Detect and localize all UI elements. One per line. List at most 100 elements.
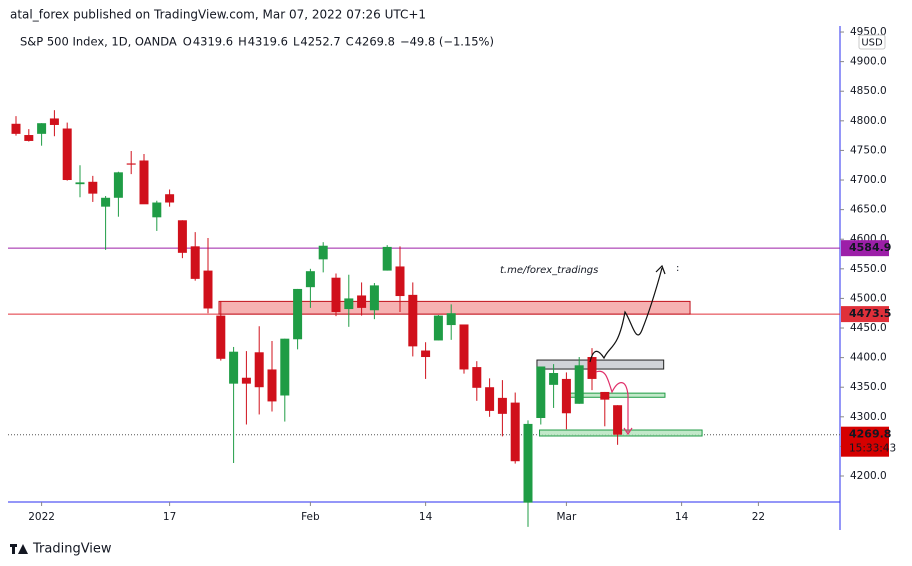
published-line: atal_forex published on TradingView.com,…: [10, 8, 426, 22]
plot: S&P 500 Index, 1D, OANDA O 4319.6 H 4319.6 L 4…: [8, 26, 896, 527]
candle-body: [459, 324, 469, 370]
candle-body: [408, 294, 418, 347]
x-tick-label: 22: [752, 511, 765, 523]
y-tick-label: 4500.0: [850, 292, 887, 304]
candle-body: [229, 351, 239, 384]
candle-body: [369, 285, 379, 311]
countdown: 15:33:43: [849, 443, 896, 455]
x-tick-label: Mar: [556, 511, 576, 523]
candle-body: [536, 366, 546, 418]
ohlc-value: 4269.8: [355, 35, 395, 49]
logo-shape: [10, 544, 17, 547]
annotation: t.me/forex_tradings: [500, 265, 598, 276]
candle-body: [305, 271, 315, 288]
currency: USD: [861, 38, 883, 49]
y-tick-label: 4450.0: [850, 322, 887, 334]
y-tick-label: 4550.0: [850, 263, 887, 275]
price-label: 4584.9: [849, 241, 891, 254]
candle-body: [254, 352, 264, 388]
candle-body: [139, 160, 149, 205]
candle-body: [293, 288, 303, 340]
candle-body: [24, 135, 34, 141]
candle-body: [472, 367, 482, 388]
candle-body: [165, 194, 175, 203]
candle-body: [113, 172, 123, 198]
candle-body: [523, 423, 533, 503]
candle-body: [152, 202, 162, 218]
footer-brand: TradingView: [32, 542, 112, 557]
change: −49.8 (−1.15%): [400, 35, 494, 49]
x-tick-label: 14: [419, 511, 433, 523]
candle-body: [485, 387, 495, 411]
candle-body: [357, 295, 367, 308]
x-tick-label: 17: [163, 511, 176, 523]
candle-body: [331, 277, 341, 313]
ohlc-value: 4252.7: [300, 35, 340, 49]
candle-body: [561, 378, 571, 414]
logo-shape: [18, 544, 28, 554]
candle-body: [190, 246, 200, 279]
y-tick-label: 4700.0: [850, 174, 887, 186]
price-label: 4269.8: [849, 428, 891, 441]
currency-badge: [858, 34, 886, 50]
ohlc-key: L: [293, 35, 300, 49]
y-tick-label: 4850.0: [850, 85, 887, 97]
candle-body: [600, 391, 610, 400]
candle-body: [510, 402, 520, 462]
drawn-path: [595, 370, 629, 432]
ohlc-key: H: [238, 35, 247, 49]
arrow-head: [623, 427, 633, 436]
annotation-dots: :: [676, 263, 679, 274]
y-tick-label: 4650.0: [850, 204, 887, 216]
y-tick-label: 4200.0: [850, 470, 887, 482]
candle-body: [37, 123, 47, 134]
symbol-title: S&P 500 Index, 1D, OANDA: [20, 35, 177, 49]
candle-body: [88, 181, 98, 194]
y-tick-label: 4750.0: [850, 144, 887, 156]
zone: [218, 300, 691, 315]
price-label-box: [841, 240, 889, 257]
candle-body: [382, 246, 392, 271]
candle-body: [126, 163, 136, 165]
candle-body: [11, 123, 21, 134]
y-tick-label: 4400.0: [850, 352, 887, 364]
drawn-path: [589, 267, 663, 363]
candle-body: [574, 365, 584, 404]
price-label-box: [841, 306, 889, 323]
y-tick-label: 4350.0: [850, 381, 887, 393]
y-tick-label: 4900.0: [850, 56, 887, 68]
y-tick-label: 4300.0: [850, 411, 887, 423]
x-tick-label: 14: [675, 511, 689, 523]
candle-body: [421, 350, 431, 358]
candle-body: [216, 315, 226, 359]
candle-body: [318, 245, 328, 260]
candle-body: [280, 338, 290, 396]
candle-body: [101, 197, 111, 207]
ohlc-value: 4319.6: [193, 35, 233, 49]
x-tick-label: 2022: [28, 511, 55, 523]
arrow-head: [655, 264, 666, 275]
candle-body: [549, 373, 559, 385]
x-tick-label: Feb: [301, 511, 320, 523]
candle-body: [49, 118, 59, 125]
candle-body: [446, 313, 456, 326]
candle-body: [613, 405, 623, 435]
candle-body: [344, 298, 354, 310]
price-label: 4473.5: [849, 307, 891, 320]
logo-shape: [12, 547, 15, 554]
y-tick-label: 4800.0: [850, 115, 887, 127]
candle-body: [587, 357, 597, 379]
price-label-box: [841, 426, 889, 457]
candle-body: [433, 315, 443, 341]
ohlc-key: O: [183, 35, 192, 49]
candle-body: [395, 266, 405, 297]
footer-logo: [10, 544, 28, 554]
candle-body: [241, 377, 251, 384]
candle-body: [497, 397, 507, 414]
candle-body: [267, 369, 277, 402]
zone: [536, 359, 665, 370]
candle-body: [75, 182, 85, 185]
candle-body: [203, 270, 213, 309]
